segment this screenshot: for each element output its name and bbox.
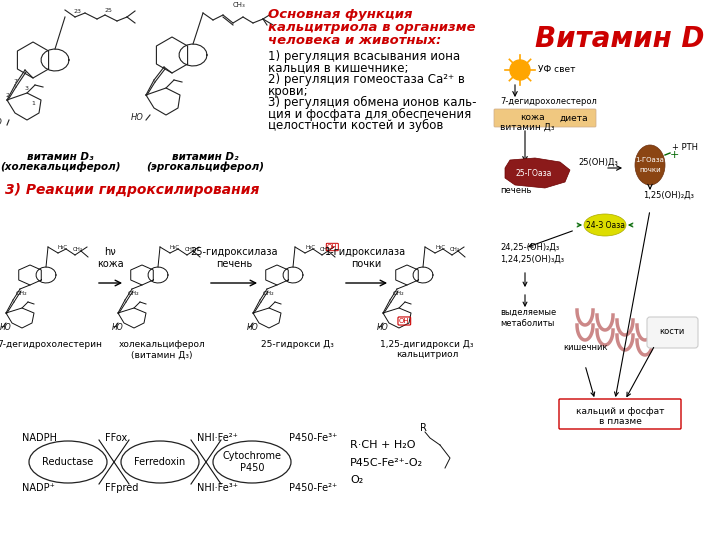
Text: кальция в кишечнике;: кальция в кишечнике; [268,62,408,75]
Ellipse shape [121,441,199,483]
Text: УФ свет: УФ свет [538,65,575,75]
Text: P450-Fe³⁺: P450-Fe³⁺ [289,433,338,443]
Text: витамин D₃: витамин D₃ [27,152,94,162]
Text: CH₃: CH₃ [185,247,195,252]
Text: 1: 1 [31,101,35,106]
Text: HO: HO [247,323,258,332]
Text: + PTH: + PTH [672,143,698,152]
Text: 1,24,25(ОН)₃Д₃: 1,24,25(ОН)₃Д₃ [500,255,564,264]
Text: OH: OH [327,244,338,250]
Text: NADP⁺: NADP⁺ [22,483,55,493]
Text: HO: HO [0,118,3,127]
Text: кожа: кожа [520,113,544,123]
Text: H₃C: H₃C [58,245,68,250]
Text: целостности костей и зубов: целостности костей и зубов [268,119,444,132]
Text: человека и животных:: человека и животных: [268,34,441,47]
Text: HO: HO [0,323,12,332]
Text: 25-ГОаза: 25-ГОаза [515,168,552,178]
Text: 25(ОН)Д₃: 25(ОН)Д₃ [578,158,618,167]
Text: Витамин D: Витамин D [535,25,705,53]
Text: H₃C: H₃C [305,245,315,250]
Text: HO: HO [131,113,144,122]
Text: 2) регуляция гомеостаза Ca²⁺ в: 2) регуляция гомеостаза Ca²⁺ в [268,73,465,86]
Text: OH: OH [399,318,410,324]
Text: 1-ГОаза: 1-ГОаза [636,157,665,163]
Text: Reductase: Reductase [42,457,94,467]
Text: ция и фосфата для обеспечения: ция и фосфата для обеспечения [268,107,472,120]
Text: Ferredoxin: Ferredoxin [135,457,186,467]
Text: H₃C: H₃C [435,245,445,250]
Text: в плазме: в плазме [598,417,642,427]
Text: 3) Реакции гидроксилирования: 3) Реакции гидроксилирования [5,183,259,197]
Ellipse shape [213,441,291,483]
Ellipse shape [635,145,665,185]
Text: FFpred: FFpred [105,483,138,493]
Text: CH₂: CH₂ [263,291,274,296]
Text: P45C-Fe²⁺-O₂: P45C-Fe²⁺-O₂ [350,458,423,468]
Text: кишечник: кишечник [563,343,607,352]
Text: R·CH + H₂O: R·CH + H₂O [350,440,415,450]
Text: +: + [670,150,680,160]
Text: 1-гидроксилаза
почки: 1-гидроксилаза почки [325,247,407,269]
Text: печень: печень [500,186,531,195]
Circle shape [510,60,530,80]
Text: 1) регуляция всасывания иона: 1) регуляция всасывания иона [268,50,460,63]
Text: NADPH: NADPH [22,433,57,443]
Text: (холекальциферол): (холекальциферол) [0,161,120,172]
Text: R: R [420,423,427,433]
Text: H₃C: H₃C [170,245,180,250]
Text: 24-З Оаза: 24-З Оаза [585,220,624,230]
Text: CH₂: CH₂ [16,291,27,296]
Text: hν
кожа: hν кожа [96,247,123,269]
Text: 23: 23 [73,9,81,14]
FancyBboxPatch shape [647,317,698,348]
Text: O₂: O₂ [350,475,364,485]
Text: CH₂: CH₂ [393,291,405,296]
Text: кости: кости [660,327,685,336]
Text: 7-дегидрохолестерол: 7-дегидрохолестерол [500,97,597,106]
Text: CH₃: CH₃ [73,247,83,252]
Text: CH₃: CH₃ [233,2,246,8]
Text: холекальциферол
(витамин Д₃): холекальциферол (витамин Д₃) [119,340,205,360]
Text: 3) регуляция обмена ионов каль-: 3) регуляция обмена ионов каль- [268,96,477,109]
Ellipse shape [29,441,107,483]
Text: 24,25-(ОН)₂Д₃: 24,25-(ОН)₂Д₃ [500,243,559,252]
Text: крови;: крови; [268,84,309,98]
Text: 3: 3 [25,86,29,91]
Text: FFox: FFox [105,433,127,443]
Text: 2: 2 [5,93,9,98]
Text: 1,25(ОН)₂Д₃: 1,25(ОН)₂Д₃ [643,191,694,200]
Text: CH₃: CH₃ [320,247,330,252]
Text: 25-гидроксилаза
печень: 25-гидроксилаза печень [190,247,278,269]
Text: 25-гидрокси Д₃: 25-гидрокси Д₃ [261,340,333,349]
Text: CH₃: CH₃ [450,247,460,252]
Ellipse shape [584,214,626,236]
Text: 25: 25 [104,8,112,13]
Text: (эргокальциферол): (эргокальциферол) [146,161,264,172]
Text: CH₂: CH₂ [128,291,140,296]
FancyBboxPatch shape [494,109,596,127]
Text: NHI·Fe²⁺: NHI·Fe²⁺ [197,433,238,443]
Text: метаболиты: метаболиты [500,319,554,328]
Text: выделяемые: выделяемые [500,308,557,317]
Text: диета: диета [560,113,589,123]
Text: кальцитриола в организме: кальцитриола в организме [268,21,476,34]
Text: витамин Д₃: витамин Д₃ [500,123,554,132]
Text: NHI·Fe³⁺: NHI·Fe³⁺ [197,483,238,493]
Text: Основная функция: Основная функция [268,8,413,21]
Text: почки: почки [639,167,661,173]
Text: Cytochrome
P450: Cytochrome P450 [222,451,282,473]
Text: 1,25-дигидрокси Д₃
кальцитриол: 1,25-дигидрокси Д₃ кальцитриол [380,340,474,360]
Text: кальций и фосфат: кальций и фосфат [576,407,665,415]
FancyBboxPatch shape [559,399,681,429]
Polygon shape [505,158,570,188]
Text: 7: 7 [13,79,17,84]
Text: HO: HO [112,323,124,332]
Text: P450-Fe²⁺: P450-Fe²⁺ [289,483,337,493]
Text: витамин D₂: витамин D₂ [172,152,238,162]
Text: HO: HO [377,323,389,332]
Text: 7-дегидрохолестерин: 7-дегидрохолестерин [0,340,102,349]
